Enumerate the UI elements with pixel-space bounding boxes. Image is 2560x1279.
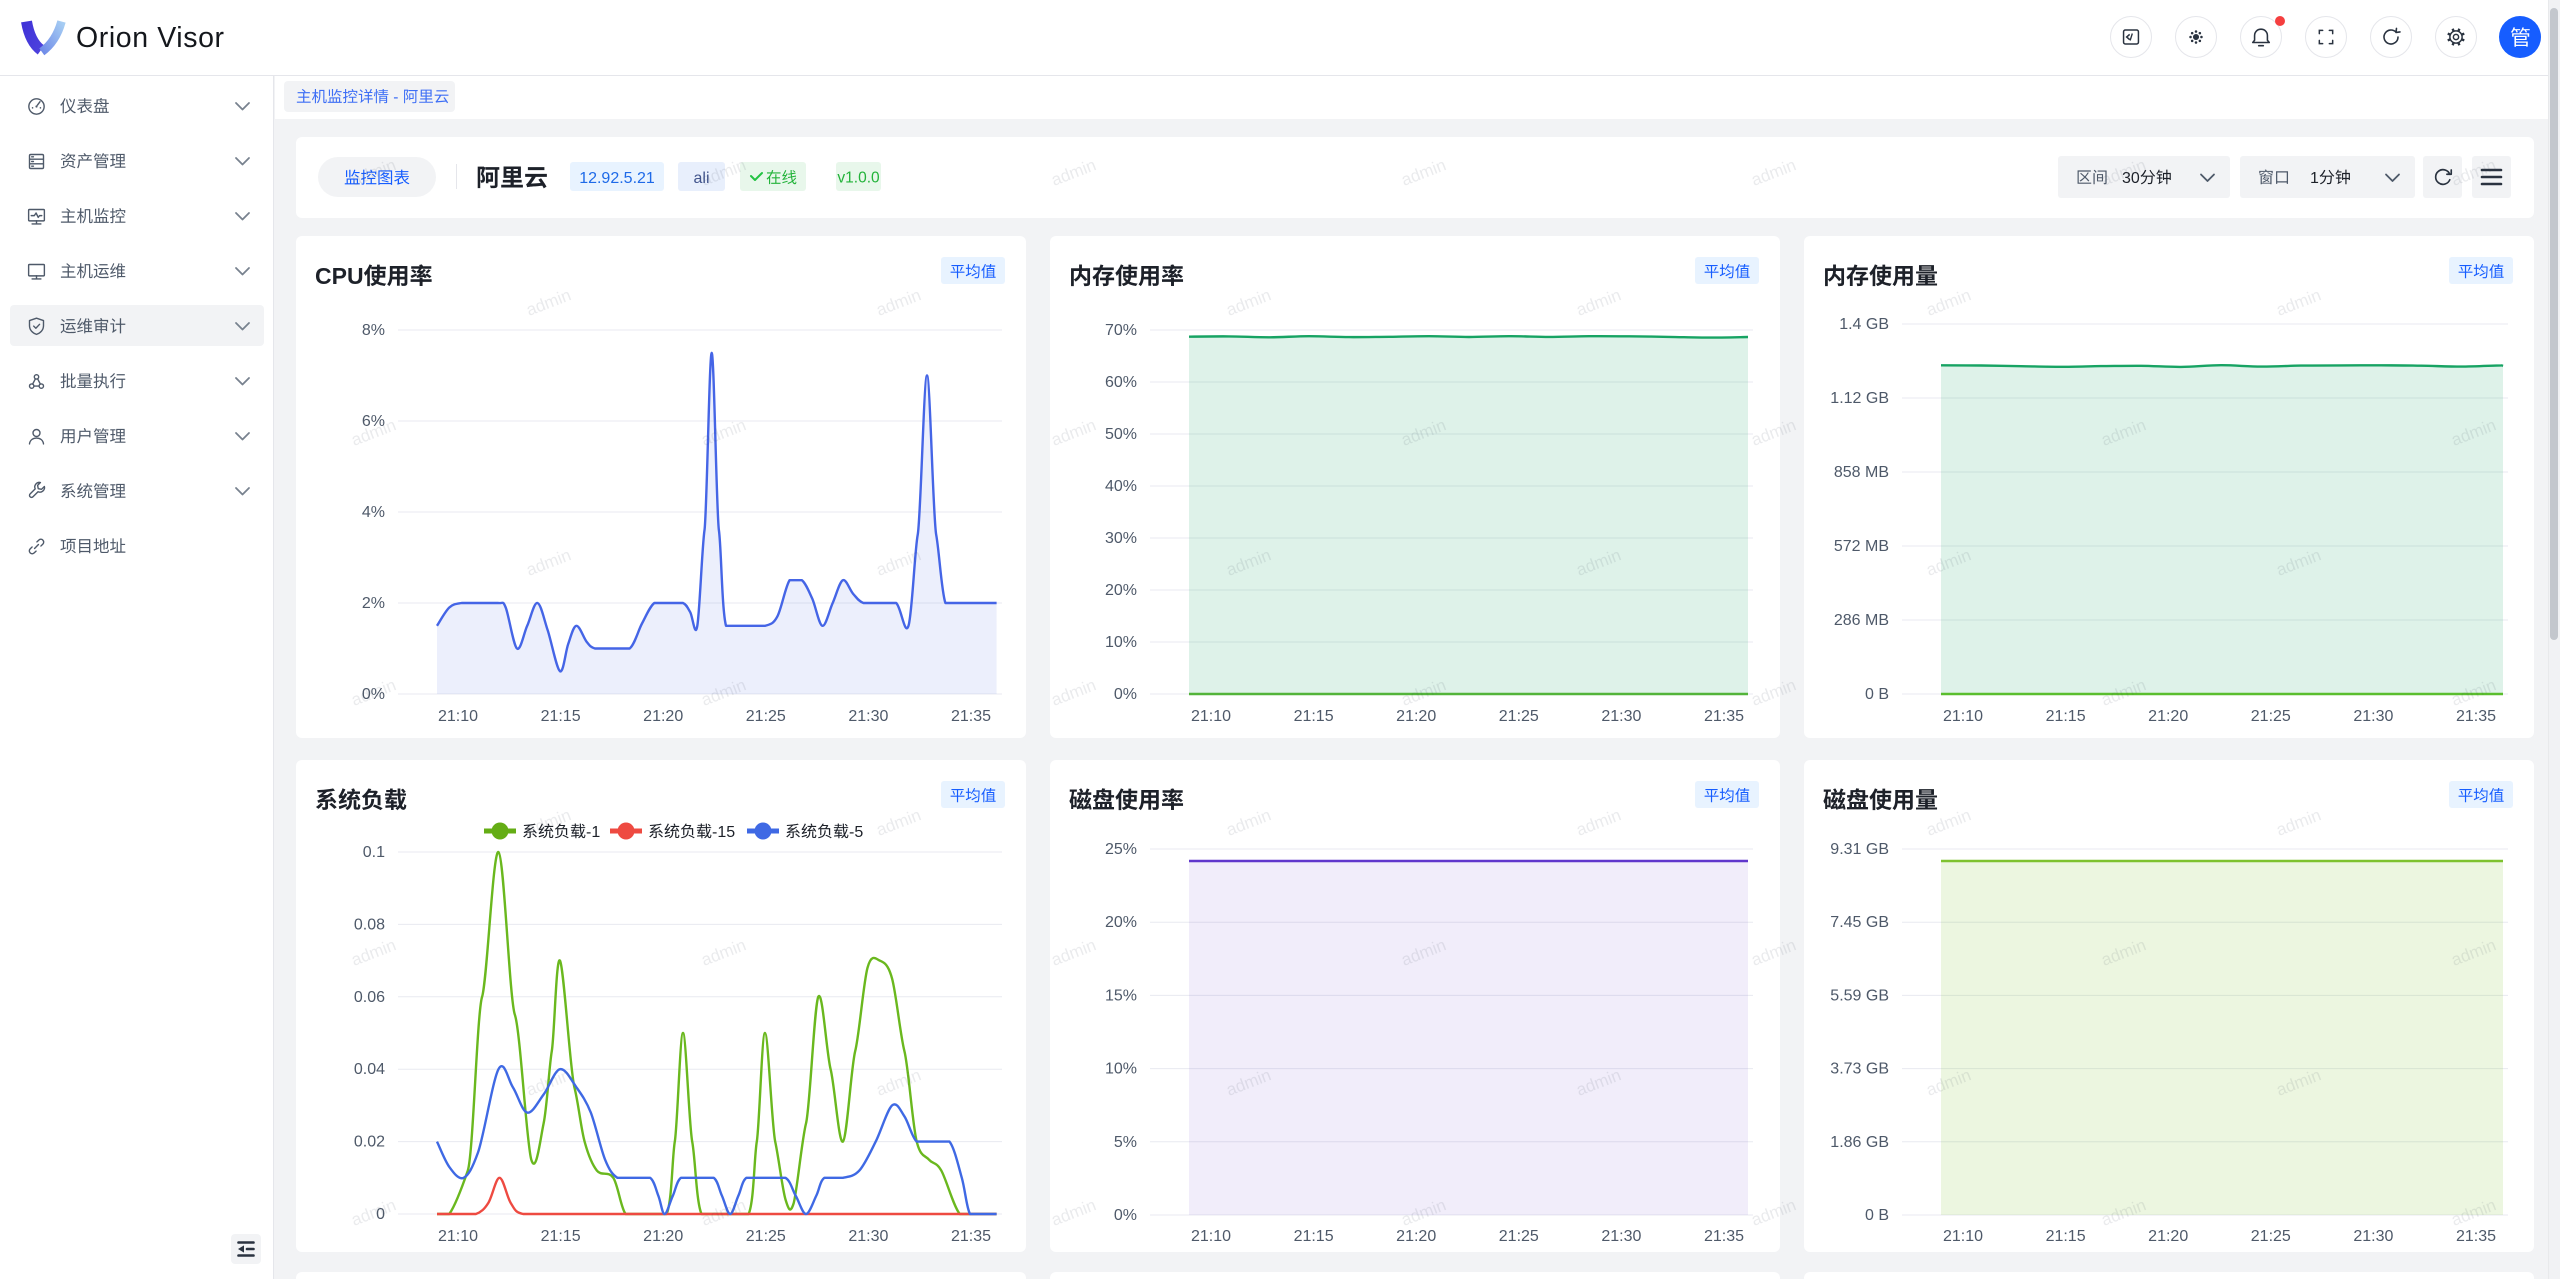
svg-text:10%: 10%	[1105, 634, 1137, 651]
svg-text:ali: ali	[694, 170, 710, 187]
svg-text:21:15: 21:15	[1294, 708, 1334, 725]
svg-text:21:15: 21:15	[541, 708, 581, 725]
svg-text:21:25: 21:25	[1499, 1228, 1539, 1245]
svg-text:0.1: 0.1	[363, 844, 385, 861]
svg-text:21:35: 21:35	[951, 708, 991, 725]
svg-text:0 B: 0 B	[1865, 1207, 1889, 1224]
svg-text:21:35: 21:35	[1704, 708, 1744, 725]
svg-text:-1: -1	[586, 824, 600, 841]
svg-text:1.86 GB: 1.86 GB	[1830, 1134, 1889, 1151]
svg-text:21:15: 21:15	[2046, 708, 2086, 725]
svg-text:21:25: 21:25	[2251, 1228, 2291, 1245]
svg-text:21:20: 21:20	[2148, 1228, 2188, 1245]
svg-text:21:15: 21:15	[1294, 1228, 1334, 1245]
svg-text:2%: 2%	[362, 595, 385, 612]
svg-text:21:25: 21:25	[746, 708, 786, 725]
svg-text:21:25: 21:25	[2251, 708, 2291, 725]
svg-text:5.59 GB: 5.59 GB	[1830, 987, 1889, 1004]
svg-text:6%: 6%	[362, 413, 385, 430]
svg-text:0%: 0%	[1114, 1207, 1137, 1224]
svg-text:286 MB: 286 MB	[1834, 612, 1889, 629]
svg-text:21:20: 21:20	[643, 1228, 683, 1245]
svg-text:20%: 20%	[1105, 914, 1137, 931]
svg-text:-15: -15	[712, 824, 735, 841]
svg-text:21:15: 21:15	[2046, 1228, 2086, 1245]
svg-text:1.4 GB: 1.4 GB	[1839, 316, 1889, 333]
svg-text:21:10: 21:10	[438, 1228, 478, 1245]
svg-text:0 B: 0 B	[1865, 686, 1889, 703]
svg-text:21:35: 21:35	[2456, 1228, 2496, 1245]
svg-text:21:25: 21:25	[746, 1228, 786, 1245]
svg-text:21:10: 21:10	[1943, 708, 1983, 725]
svg-text:21:30: 21:30	[1601, 1228, 1641, 1245]
svg-text:21:20: 21:20	[643, 708, 683, 725]
svg-text:40%: 40%	[1105, 478, 1137, 495]
svg-text:9.31 GB: 9.31 GB	[1830, 841, 1889, 858]
svg-text:5%: 5%	[1114, 1134, 1137, 1151]
svg-text:60%: 60%	[1105, 374, 1137, 391]
svg-text:0.02: 0.02	[354, 1134, 385, 1151]
svg-text:30: 30	[2122, 170, 2140, 187]
svg-text:0%: 0%	[1114, 686, 1137, 703]
svg-text:v1.0.0: v1.0.0	[837, 170, 880, 187]
svg-text:21:30: 21:30	[848, 1228, 888, 1245]
svg-text:3.73 GB: 3.73 GB	[1830, 1061, 1889, 1078]
svg-text:21:30: 21:30	[2353, 708, 2393, 725]
svg-text:21:35: 21:35	[2456, 708, 2496, 725]
svg-text:70%: 70%	[1105, 322, 1137, 339]
svg-text:21:30: 21:30	[848, 708, 888, 725]
svg-text:21:30: 21:30	[1601, 708, 1641, 725]
svg-text:7.45 GB: 7.45 GB	[1830, 914, 1889, 931]
svg-text:0.04: 0.04	[354, 1061, 385, 1078]
svg-text:0.08: 0.08	[354, 916, 385, 933]
svg-text:0: 0	[376, 1206, 385, 1223]
svg-text:0.06: 0.06	[354, 989, 385, 1006]
svg-text:12.92.5.21: 12.92.5.21	[579, 170, 655, 187]
svg-text:21:30: 21:30	[2353, 1228, 2393, 1245]
svg-text:10%: 10%	[1105, 1061, 1137, 1078]
svg-text:1.12 GB: 1.12 GB	[1830, 390, 1889, 407]
svg-text:21:25: 21:25	[1499, 708, 1539, 725]
svg-text:572 MB: 572 MB	[1834, 538, 1889, 555]
svg-text:0%: 0%	[362, 686, 385, 703]
svg-text:21:10: 21:10	[1191, 1228, 1231, 1245]
svg-text:50%: 50%	[1105, 426, 1137, 443]
svg-text:30%: 30%	[1105, 530, 1137, 547]
svg-text:21:20: 21:20	[2148, 708, 2188, 725]
svg-text:858 MB: 858 MB	[1834, 464, 1889, 481]
svg-text:21:15: 21:15	[541, 1228, 581, 1245]
svg-text:21:20: 21:20	[1396, 708, 1436, 725]
svg-text:25%: 25%	[1105, 841, 1137, 858]
svg-text:Orion Visor: Orion Visor	[76, 22, 225, 54]
svg-text:15%: 15%	[1105, 987, 1137, 1004]
svg-text:1: 1	[2310, 170, 2319, 187]
svg-text:CPU: CPU	[315, 263, 364, 289]
svg-text:21:20: 21:20	[1396, 1228, 1436, 1245]
svg-text:8%: 8%	[362, 322, 385, 339]
svg-text:-: -	[389, 89, 403, 106]
svg-text:20%: 20%	[1105, 582, 1137, 599]
svg-text:21:10: 21:10	[1943, 1228, 1983, 1245]
svg-text:-5: -5	[849, 824, 863, 841]
svg-text:4%: 4%	[362, 504, 385, 521]
svg-text:21:35: 21:35	[951, 1228, 991, 1245]
svg-text:21:10: 21:10	[1191, 708, 1231, 725]
svg-text:21:10: 21:10	[438, 708, 478, 725]
svg-text:21:35: 21:35	[1704, 1228, 1744, 1245]
